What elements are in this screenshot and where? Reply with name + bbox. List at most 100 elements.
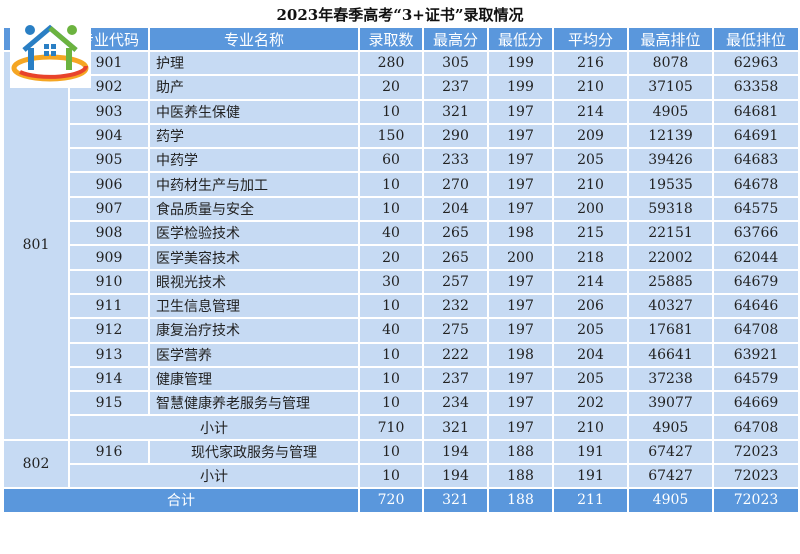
table-cell: 216 xyxy=(552,49,629,77)
table-cell: 64708 xyxy=(712,414,800,441)
subtotal-row: 小计 10 194 188 191 67427 72023 xyxy=(3,463,800,490)
table-cell: 321 xyxy=(422,487,489,514)
table-cell: 202 xyxy=(552,390,629,417)
table-cell: 37105 xyxy=(627,74,714,101)
table-cell: 280 xyxy=(358,49,424,77)
column-header: 平均分 xyxy=(552,26,629,52)
table-cell: 37238 xyxy=(627,365,714,393)
table-row: 913 医学营养 10 222 198 204 46641 63921 xyxy=(3,341,800,368)
table-cell: 197 xyxy=(487,365,554,393)
table-cell: 188 xyxy=(487,487,554,514)
table-cell: 197 xyxy=(487,98,554,125)
table-cell: 46641 xyxy=(627,341,714,368)
table-row: 906 中药材生产与加工 10 270 197 210 19535 64678 xyxy=(3,171,800,198)
table-row: 909 医学美容技术 20 265 200 218 22002 62044 xyxy=(3,244,800,271)
table-row: 907 食品质量与安全 10 204 197 200 59318 64575 xyxy=(3,195,800,223)
table-row: 910 眼视光技术 30 257 197 214 25885 64679 xyxy=(3,268,800,295)
table-cell: 197 xyxy=(487,292,554,320)
table-cell: 210 xyxy=(552,74,629,101)
table-cell: 907 xyxy=(68,195,150,223)
table-cell: 22151 xyxy=(627,220,714,247)
subtotal-label: 小计 xyxy=(68,463,360,490)
table-row: 911 卫生信息管理 10 232 197 206 40327 64646 xyxy=(3,292,800,320)
major-name: 医学检验技术 xyxy=(148,220,360,247)
table-cell: 64683 xyxy=(712,147,800,174)
table-cell: 8078 xyxy=(627,49,714,77)
table-cell: 10 xyxy=(358,365,424,393)
major-name: 中药材生产与加工 xyxy=(148,171,360,198)
table-cell: 30 xyxy=(358,268,424,295)
table-cell: 205 xyxy=(552,317,629,344)
table-cell: 905 xyxy=(68,147,150,174)
major-name: 中医养生保健 xyxy=(148,98,360,125)
table-cell: 4905 xyxy=(627,487,714,514)
subtotal-label: 小计 xyxy=(68,414,360,441)
table-cell: 20 xyxy=(358,74,424,101)
table-cell: 197 xyxy=(487,171,554,198)
table-cell: 10 xyxy=(358,98,424,125)
table-cell: 191 xyxy=(552,463,629,490)
table-cell: 188 xyxy=(487,438,554,466)
table-cell: 19535 xyxy=(627,171,714,198)
table-row: 905 中药学 60 233 197 205 39426 64683 xyxy=(3,147,800,174)
table-cell: 909 xyxy=(68,244,150,271)
major-name: 药学 xyxy=(148,122,360,150)
group-code: 802 xyxy=(2,438,70,490)
table-cell: 321 xyxy=(422,98,489,125)
table-cell: 912 xyxy=(68,317,150,344)
table-cell: 197 xyxy=(487,122,554,150)
table-cell: 63766 xyxy=(712,220,800,247)
table-cell: 4905 xyxy=(627,414,714,441)
table-cell: 720 xyxy=(358,487,424,514)
table-cell: 67427 xyxy=(627,438,714,466)
page-title: 2023年春季高考“3+证书”录取情况 xyxy=(276,6,524,24)
table-cell: 200 xyxy=(552,195,629,223)
total-row: 合计 720 321 188 211 4905 72023 xyxy=(2,487,800,514)
table-row: 914 健康管理 10 237 197 205 37238 64579 xyxy=(3,365,800,393)
table-cell: 64681 xyxy=(712,98,800,125)
table-cell: 10 xyxy=(358,463,424,490)
major-name: 护理 xyxy=(148,49,360,77)
table-cell: 197 xyxy=(487,414,554,441)
table-cell: 40 xyxy=(358,220,424,247)
table-cell: 4905 xyxy=(627,98,714,125)
table-cell: 64669 xyxy=(712,390,800,417)
table-cell: 270 xyxy=(422,171,489,198)
table-cell: 64646 xyxy=(712,292,800,320)
table-cell: 234 xyxy=(422,390,489,417)
table-cell: 12139 xyxy=(627,122,714,150)
table-cell: 199 xyxy=(487,49,554,77)
table-cell: 64579 xyxy=(712,365,800,393)
table-cell: 210 xyxy=(552,171,629,198)
table-cell: 205 xyxy=(552,365,629,393)
table-row: 912 康复治疗技术 40 275 197 205 17681 64708 xyxy=(3,317,800,344)
table-cell: 915 xyxy=(68,390,150,417)
table-cell: 197 xyxy=(487,317,554,344)
table-cell: 40 xyxy=(358,317,424,344)
table-cell: 20 xyxy=(358,244,424,271)
column-header: 最高排位 xyxy=(627,26,714,52)
major-name: 智慧健康养老服务与管理 xyxy=(148,390,360,417)
table-cell: 200 xyxy=(487,244,554,271)
column-header: 最低分 xyxy=(487,26,554,52)
table-cell: 39077 xyxy=(627,390,714,417)
table-cell: 22002 xyxy=(627,244,714,271)
logo xyxy=(10,20,91,88)
table-cell: 197 xyxy=(487,195,554,223)
table-cell: 218 xyxy=(552,244,629,271)
table-cell: 62044 xyxy=(712,244,800,271)
table-cell: 63358 xyxy=(712,74,800,101)
table-cell: 62963 xyxy=(712,49,800,77)
table-cell: 64575 xyxy=(712,195,800,223)
table-cell: 198 xyxy=(487,341,554,368)
major-name: 健康管理 xyxy=(148,365,360,393)
table-cell: 72023 xyxy=(712,438,800,466)
table-cell: 10 xyxy=(358,171,424,198)
table-cell: 197 xyxy=(487,390,554,417)
table-row: 903 中医养生保健 10 321 197 214 4905 64681 xyxy=(3,98,800,125)
major-name: 助产 xyxy=(148,74,360,101)
table-cell: 710 xyxy=(358,414,424,441)
table-cell: 211 xyxy=(552,487,629,514)
table-cell: 39426 xyxy=(627,147,714,174)
table-cell: 321 xyxy=(422,414,489,441)
